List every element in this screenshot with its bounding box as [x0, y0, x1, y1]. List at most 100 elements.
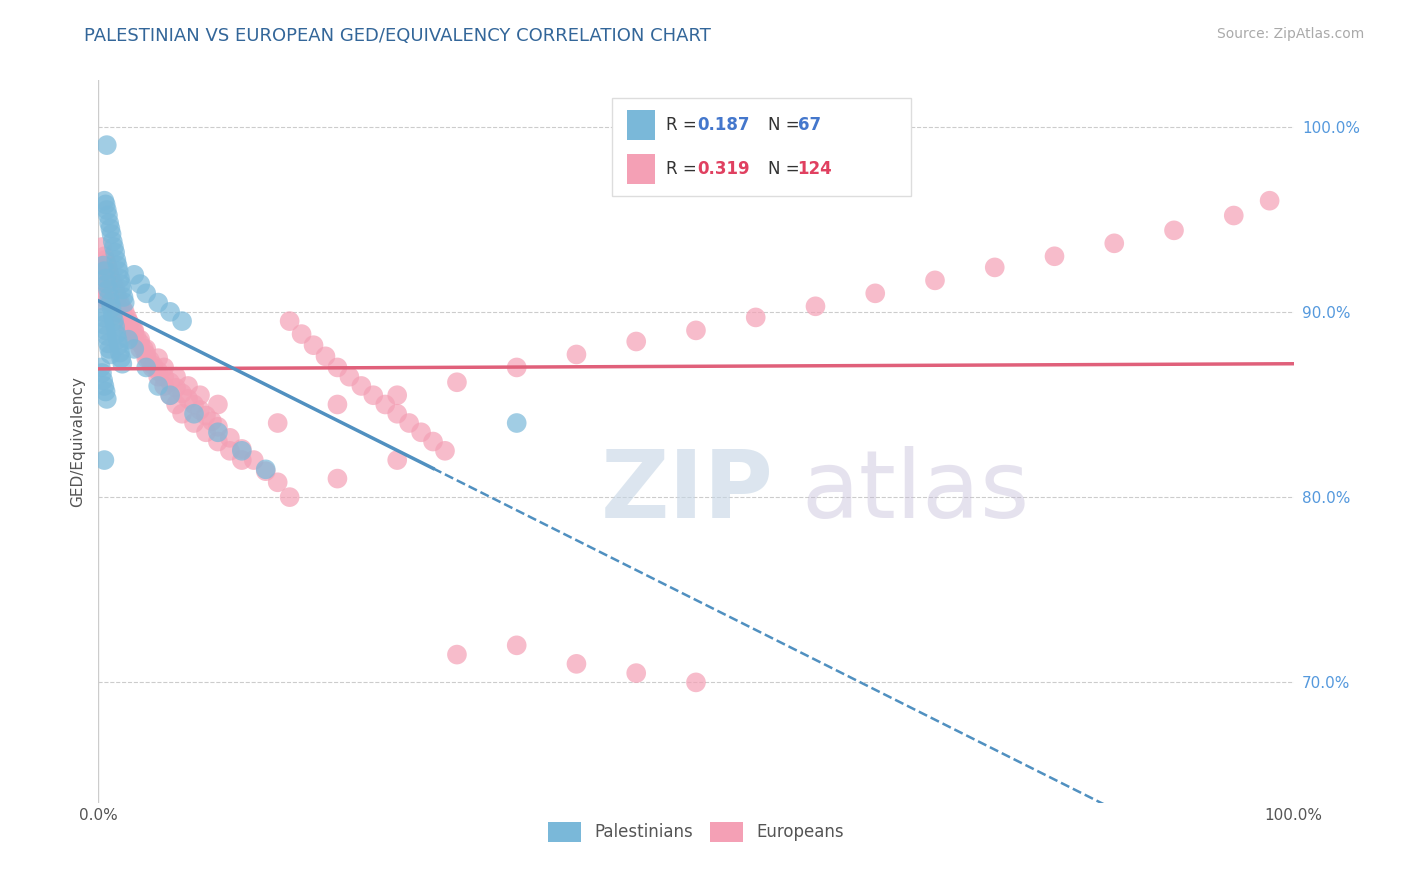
- Point: [97, 277, 120, 291]
- Point: [153, 360, 176, 375]
- Point: [91, 293, 114, 308]
- Point: [385, 453, 409, 467]
- Point: [183, 416, 205, 430]
- Point: [207, 419, 229, 434]
- Point: [96, 392, 118, 406]
- Point: [1163, 223, 1185, 237]
- Point: [117, 323, 139, 337]
- Point: [91, 259, 114, 273]
- Point: [100, 227, 122, 241]
- Point: [90, 360, 112, 375]
- Point: [148, 379, 170, 393]
- Point: [117, 314, 139, 328]
- Point: [385, 388, 409, 402]
- Point: [105, 305, 128, 319]
- Point: [93, 318, 115, 332]
- Point: [141, 360, 163, 375]
- Point: [94, 271, 117, 285]
- Point: [97, 336, 120, 351]
- Text: 124: 124: [797, 161, 832, 178]
- Point: [339, 369, 361, 384]
- Point: [110, 277, 132, 291]
- Point: [117, 333, 139, 347]
- Point: [398, 416, 420, 430]
- Point: [195, 409, 218, 423]
- Point: [142, 359, 165, 373]
- Point: [110, 351, 132, 366]
- Point: [865, 286, 887, 301]
- Point: [207, 397, 229, 411]
- Text: 0.319: 0.319: [697, 161, 749, 178]
- Point: [104, 245, 127, 260]
- Point: [94, 384, 117, 399]
- Point: [91, 240, 114, 254]
- Point: [172, 314, 194, 328]
- Point: [626, 334, 648, 349]
- Point: [165, 381, 187, 395]
- Point: [135, 347, 157, 361]
- Point: [96, 202, 118, 217]
- Point: [103, 240, 125, 254]
- Point: [97, 283, 120, 297]
- Point: [148, 351, 170, 366]
- Point: [105, 327, 128, 342]
- Point: [124, 325, 146, 339]
- Point: [101, 309, 124, 323]
- Point: [101, 235, 124, 249]
- Point: [108, 345, 131, 359]
- Point: [105, 286, 128, 301]
- Point: [91, 310, 114, 325]
- Point: [124, 333, 146, 347]
- Point: [97, 260, 120, 275]
- Point: [159, 388, 181, 402]
- Point: [267, 475, 290, 490]
- Point: [105, 295, 128, 310]
- Point: [121, 319, 143, 334]
- Point: [111, 283, 134, 297]
- Point: [188, 403, 211, 417]
- Point: [278, 490, 301, 504]
- Point: [111, 314, 134, 328]
- Point: [91, 373, 114, 387]
- Point: [103, 314, 125, 328]
- Point: [96, 277, 118, 291]
- Point: [231, 443, 253, 458]
- Point: [177, 392, 200, 406]
- Point: [93, 249, 115, 263]
- Point: [172, 407, 194, 421]
- Point: [98, 290, 121, 304]
- Point: [107, 338, 129, 352]
- Point: [91, 305, 114, 319]
- Point: [129, 277, 152, 291]
- Point: [93, 194, 115, 208]
- Point: [98, 221, 122, 235]
- Text: 67: 67: [797, 116, 821, 134]
- Point: [135, 360, 157, 375]
- Point: [302, 338, 325, 352]
- Point: [350, 379, 373, 393]
- Point: [159, 305, 181, 319]
- Point: [565, 347, 588, 361]
- Point: [91, 366, 114, 380]
- Point: [124, 323, 146, 337]
- Point: [114, 295, 136, 310]
- Point: [93, 268, 115, 282]
- Point: [924, 273, 946, 287]
- Point: [446, 648, 468, 662]
- Point: [374, 397, 396, 411]
- Point: [124, 342, 146, 356]
- Point: [411, 425, 433, 440]
- Point: [1104, 236, 1126, 251]
- Point: [219, 431, 242, 445]
- Point: [105, 252, 128, 267]
- Point: [159, 388, 181, 402]
- Point: [114, 305, 136, 319]
- Point: [165, 397, 187, 411]
- Point: [96, 257, 118, 271]
- Point: [685, 323, 707, 337]
- Point: [129, 342, 152, 356]
- Point: [107, 259, 129, 273]
- Point: [101, 275, 124, 289]
- Point: [506, 360, 529, 375]
- Point: [129, 336, 152, 351]
